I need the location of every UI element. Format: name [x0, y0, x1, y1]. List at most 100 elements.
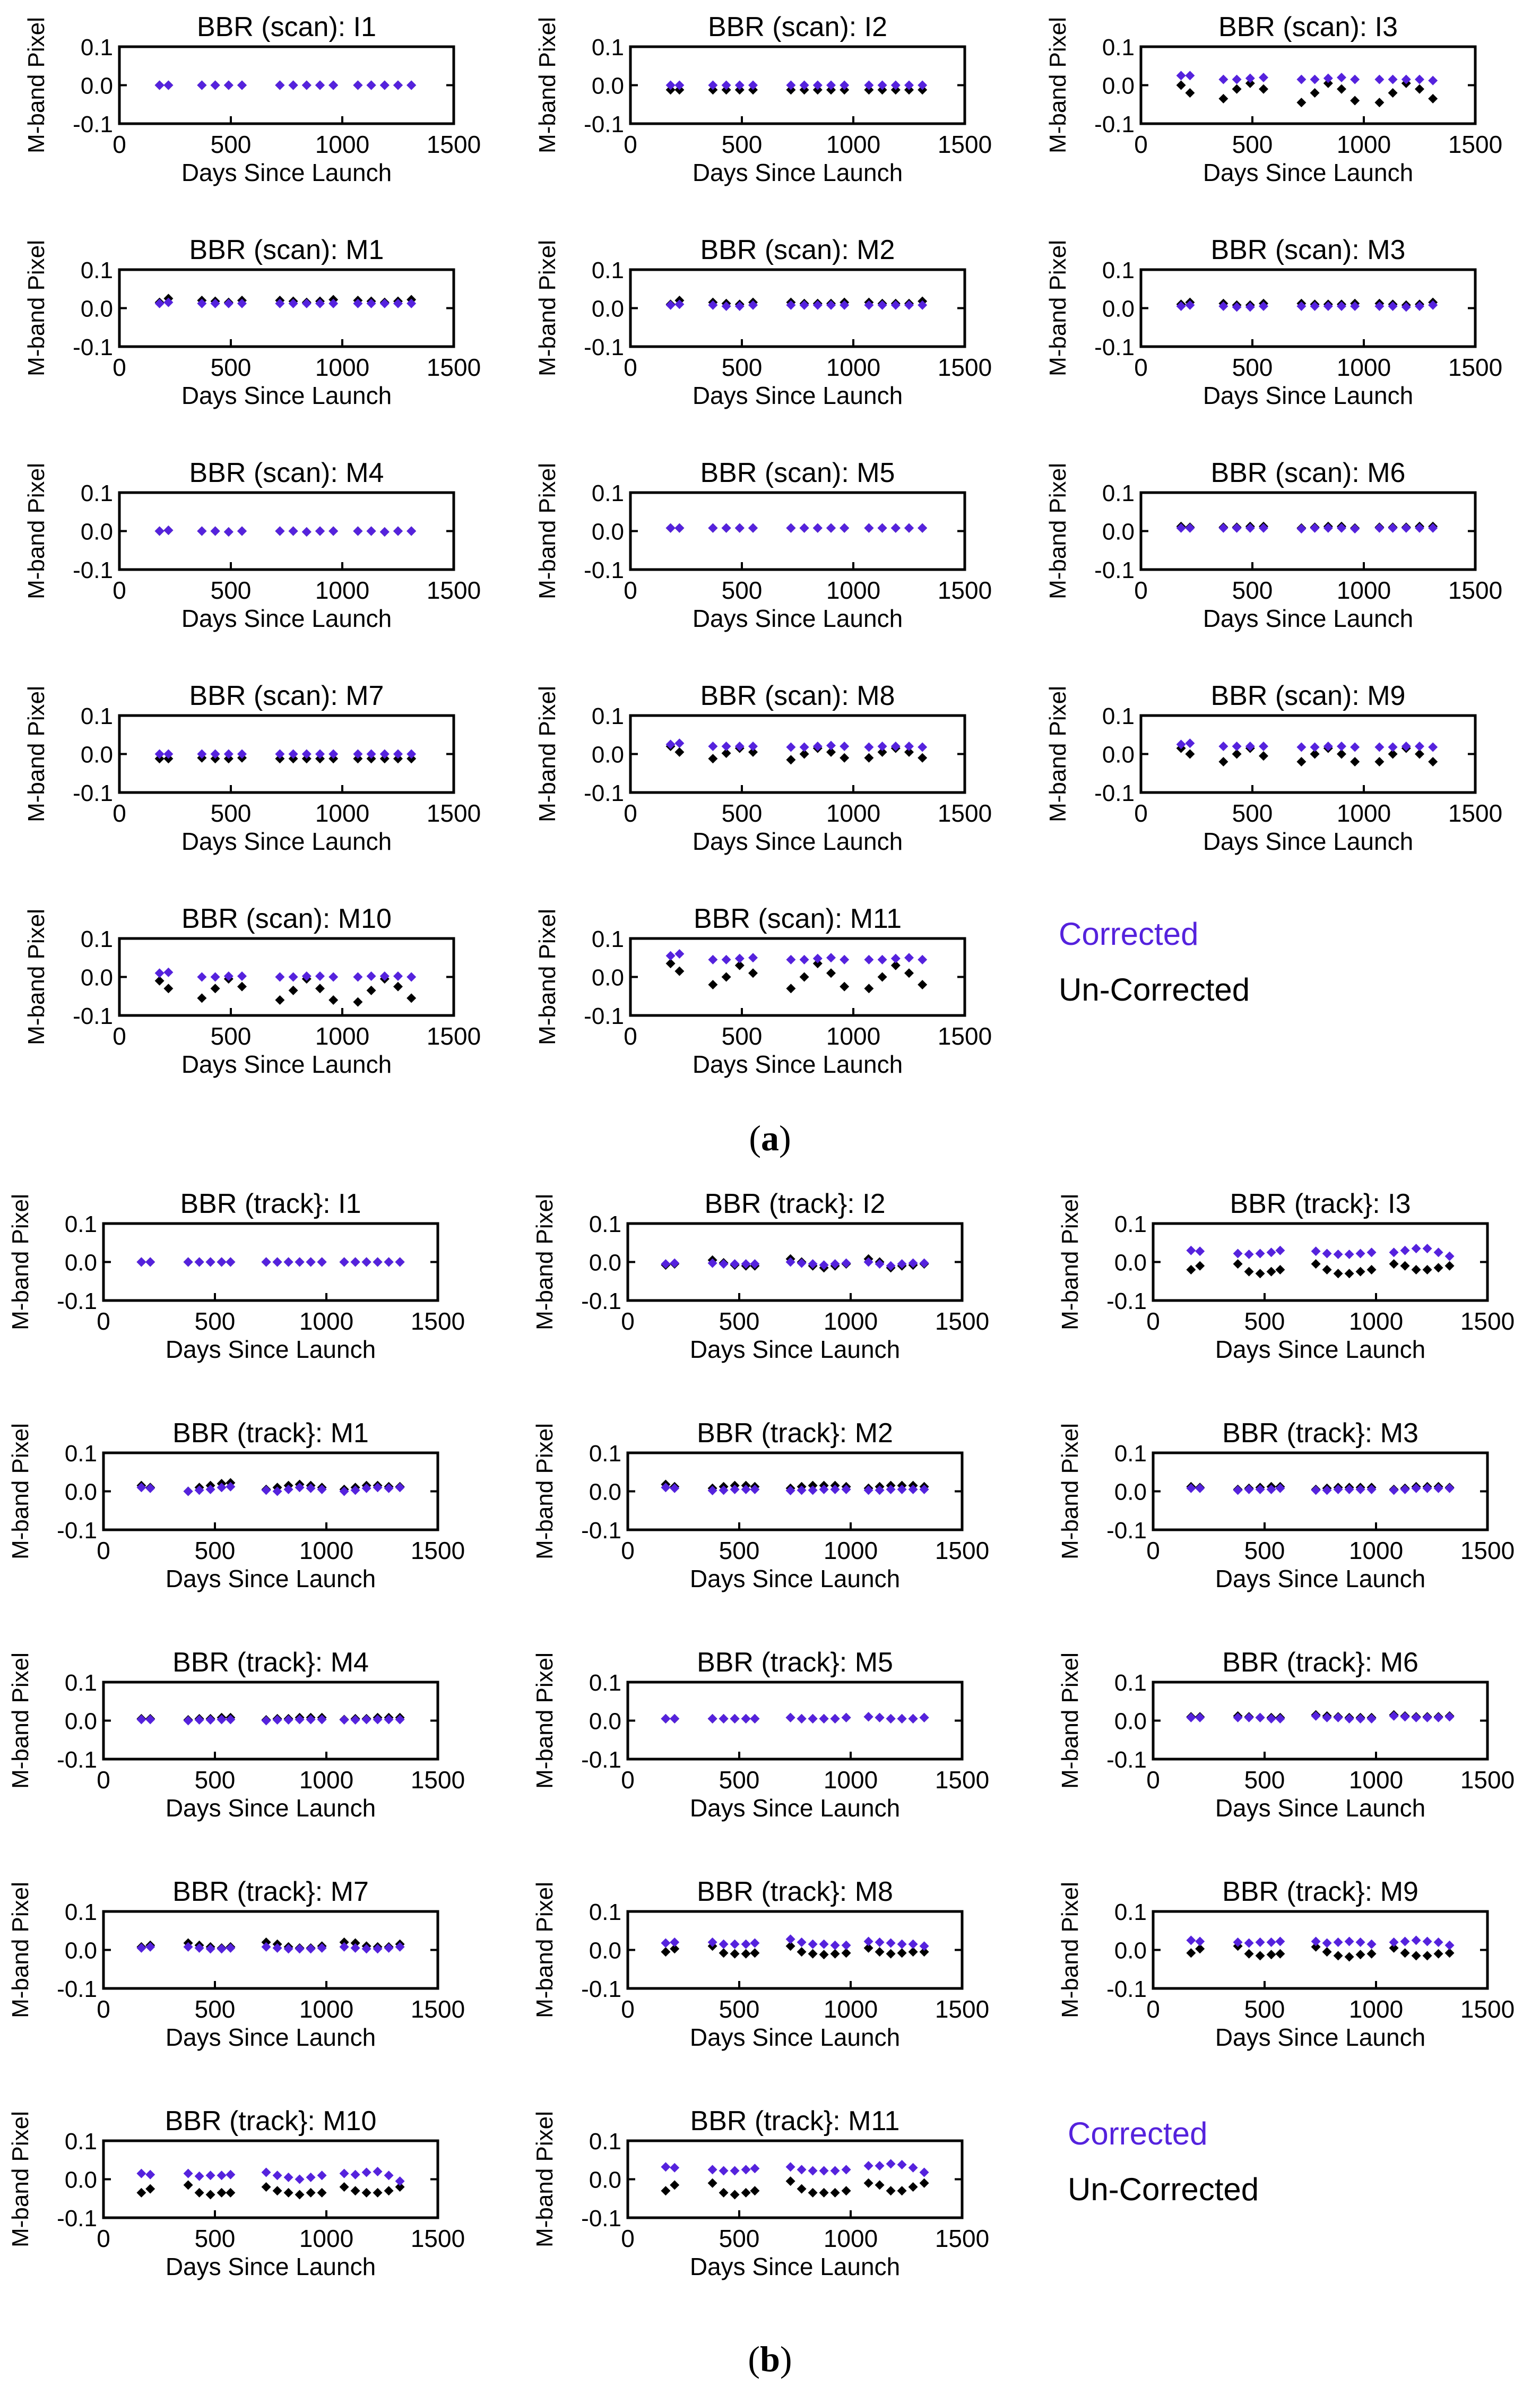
data-point [145, 1715, 155, 1725]
data-point [1333, 1484, 1343, 1494]
series-corrected [136, 1942, 405, 1954]
plot-frame [1139, 45, 1477, 125]
data-point [1232, 742, 1242, 751]
y-tick-label: 0.0 [1114, 1250, 1147, 1276]
x-tick-label: 0 [621, 2225, 635, 2252]
data-point [223, 298, 233, 308]
x-tick-label: 1500 [427, 799, 481, 827]
data-point [1444, 1261, 1455, 1271]
y-tick-label: 0.0 [65, 2167, 97, 2193]
data-point [1428, 523, 1438, 533]
x-axis-label: Days Since Launch [181, 159, 392, 186]
data-point [890, 80, 901, 90]
x-tick-label: 1000 [315, 576, 369, 604]
data-point [154, 80, 165, 90]
data-point [1311, 1485, 1321, 1495]
data-point [741, 1713, 751, 1724]
y-tick-label: 0.1 [1114, 1670, 1147, 1696]
data-point [361, 2187, 371, 2198]
data-point [1244, 1484, 1254, 1494]
y-tick-label: -0.1 [1106, 1747, 1147, 1773]
data-point [183, 2168, 193, 2178]
data-point [665, 300, 676, 310]
data-point [136, 1483, 146, 1493]
data-point [750, 2164, 760, 2174]
data-point [1388, 523, 1398, 533]
data-point [812, 953, 823, 963]
x-tick-label: 0 [621, 1537, 635, 1564]
data-point [136, 2168, 146, 2178]
data-point [384, 1483, 394, 1493]
data-point [808, 1485, 818, 1495]
data-point [1266, 1484, 1276, 1494]
data-point [719, 1948, 729, 1958]
x-tick-label: 0 [621, 1307, 635, 1335]
data-point [237, 981, 247, 992]
data-point [799, 954, 809, 964]
y-tick-label: 0.0 [65, 1938, 97, 1964]
data-point [366, 298, 376, 308]
data-point [661, 2162, 671, 2172]
data-point [886, 1484, 896, 1494]
data-point [748, 747, 758, 757]
x-tick-label: 0 [113, 354, 126, 381]
data-point [707, 1258, 717, 1268]
data-point [812, 959, 823, 969]
data-point [1322, 1938, 1332, 1948]
x-tick-label: 500 [211, 354, 252, 381]
data-point [217, 1944, 227, 1954]
data-point [1323, 73, 1333, 83]
series-uncorrected [661, 1941, 929, 1960]
data-point [1388, 742, 1398, 752]
series-uncorrected [665, 85, 928, 95]
data-point [1374, 757, 1385, 766]
data-point [719, 1939, 729, 1949]
data-point [707, 2178, 717, 2188]
data-point [1232, 749, 1242, 759]
series-uncorrected [1176, 521, 1438, 533]
x-tick-label: 0 [113, 1022, 126, 1050]
x-tick-label: 1500 [411, 1307, 465, 1335]
series-corrected [154, 967, 417, 982]
x-axis-label: Days Since Launch [181, 828, 392, 855]
data-point [830, 2187, 840, 2198]
y-tick-label: 0.1 [1114, 1441, 1147, 1467]
data-point [919, 2178, 929, 2188]
data-point [1218, 74, 1228, 84]
data-point [406, 749, 417, 759]
data-point [379, 749, 390, 759]
x-tick-label: 1000 [315, 799, 369, 827]
data-point [670, 1937, 680, 1947]
data-point [1366, 1247, 1377, 1257]
data-point [808, 2187, 818, 2198]
chart-title: BBR (track}: M5 [697, 1647, 893, 1678]
data-point [275, 526, 285, 536]
chart-b-m9: BBR (track}: M9 0.1 0.0 -0.10 500 1000 1500 Day… [1057, 1876, 1515, 2051]
data-point [1422, 1244, 1432, 1254]
y-axis-label: M-band Pixel [7, 1882, 33, 2018]
data-point [366, 80, 376, 90]
data-point [272, 2186, 282, 2196]
data-point [373, 2167, 383, 2176]
x-axis-label: Days Since Launch [166, 1565, 376, 1592]
data-point [730, 1949, 740, 1959]
data-point [708, 300, 718, 310]
data-point [353, 298, 363, 308]
data-point [1266, 1713, 1276, 1724]
data-point [819, 1484, 829, 1494]
y-tick-label: 0.1 [81, 257, 113, 283]
data-point [1323, 301, 1333, 311]
x-tick-label: 0 [97, 1995, 110, 2023]
x-tick-label: 0 [621, 1995, 635, 2023]
data-point [863, 1936, 873, 1946]
x-tick-label: 1000 [826, 799, 880, 827]
y-tick-label: -0.1 [1106, 1288, 1147, 1314]
data-point [1310, 301, 1320, 311]
data-point [393, 971, 403, 981]
x-axis-label: Days Since Launch [690, 2023, 900, 2051]
data-point [1433, 1937, 1443, 1947]
data-point [748, 968, 758, 978]
data-point [750, 1948, 760, 1958]
y-tick-label: 0.0 [592, 742, 624, 768]
